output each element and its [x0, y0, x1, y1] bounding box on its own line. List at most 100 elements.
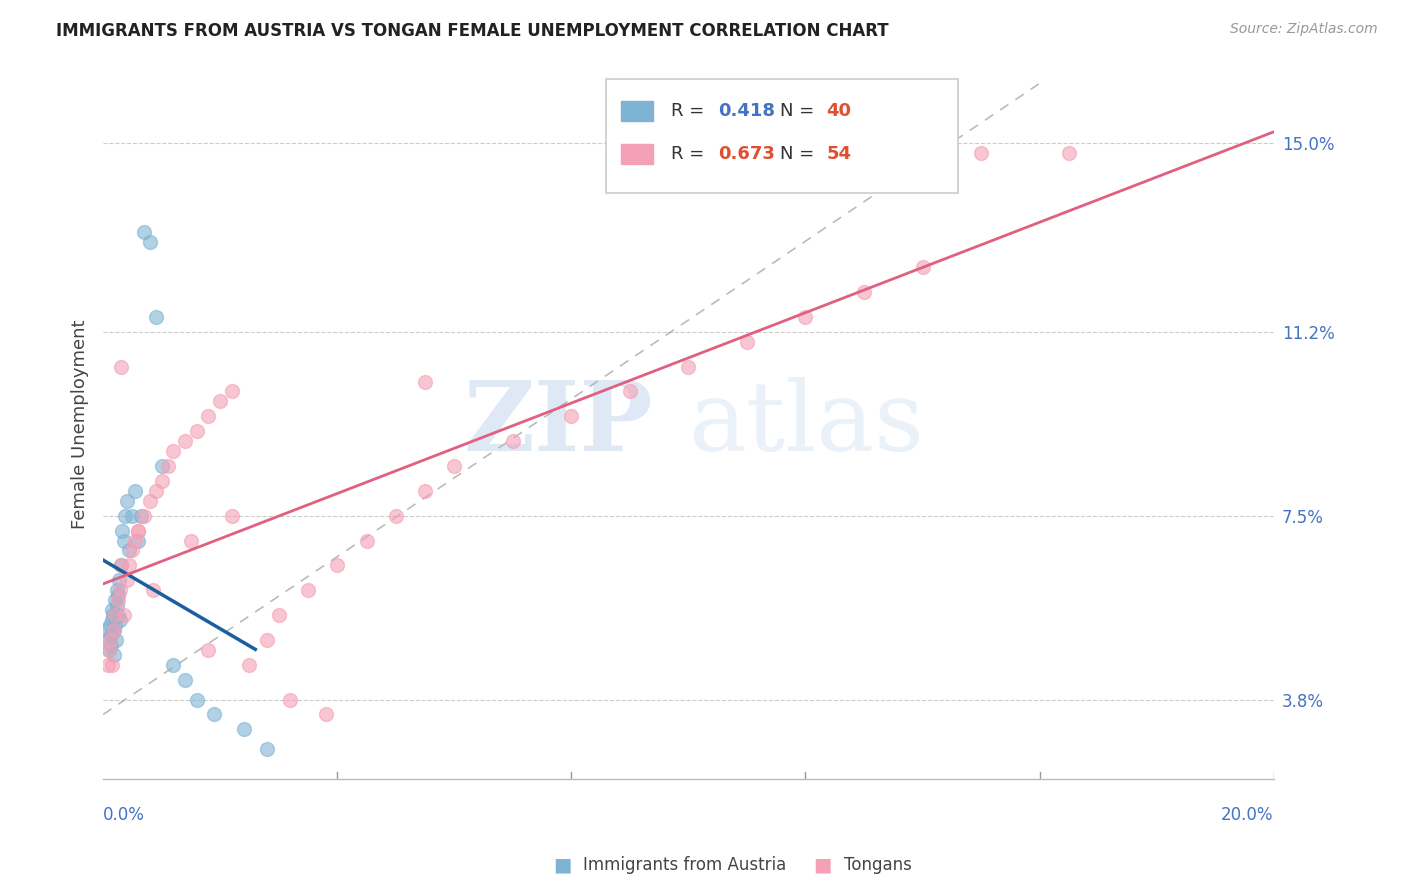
Point	[315, 707, 337, 722]
Point	[180, 533, 202, 548]
Point	[121, 543, 143, 558]
Point	[108, 583, 131, 598]
Point	[127, 533, 149, 548]
Point	[112, 608, 135, 623]
Point	[139, 235, 162, 250]
Text: ZIP: ZIP	[464, 376, 654, 471]
Point	[111, 524, 134, 538]
Point	[238, 657, 260, 672]
Point	[104, 593, 127, 607]
Point	[202, 707, 225, 722]
Point	[174, 673, 197, 687]
Point	[94, 623, 117, 637]
Text: N =: N =	[780, 145, 820, 162]
Point	[142, 583, 165, 598]
Y-axis label: Female Unemployment: Female Unemployment	[72, 319, 89, 529]
Point	[98, 643, 121, 657]
Point	[115, 493, 138, 508]
Point	[107, 608, 129, 623]
Point	[115, 574, 138, 588]
Point	[103, 623, 125, 637]
Text: 20.0%: 20.0%	[1222, 806, 1274, 824]
Point	[100, 628, 122, 642]
Text: 0.418: 0.418	[717, 103, 775, 120]
Point	[105, 598, 128, 612]
Point	[118, 558, 141, 573]
Point	[209, 394, 232, 409]
Point	[124, 483, 146, 498]
Point	[101, 603, 124, 617]
Point	[132, 508, 155, 523]
Point	[110, 558, 132, 573]
Point	[197, 409, 219, 424]
Point	[280, 692, 302, 706]
FancyBboxPatch shape	[620, 101, 654, 121]
Point	[150, 458, 173, 473]
Point	[103, 648, 125, 662]
Point	[232, 723, 254, 737]
Point	[413, 483, 436, 498]
Point	[100, 638, 122, 652]
Point	[107, 593, 129, 607]
Text: atlas: atlas	[689, 376, 924, 471]
Point	[107, 588, 129, 602]
Text: IMMIGRANTS FROM AUSTRIA VS TONGAN FEMALE UNEMPLOYMENT CORRELATION CHART: IMMIGRANTS FROM AUSTRIA VS TONGAN FEMALE…	[56, 22, 889, 40]
Point	[162, 657, 184, 672]
Point	[132, 226, 155, 240]
Point	[118, 543, 141, 558]
Point	[104, 618, 127, 632]
Text: Tongans: Tongans	[844, 856, 911, 874]
Point	[162, 444, 184, 458]
Point	[186, 692, 208, 706]
Point	[145, 310, 167, 324]
Point	[911, 260, 934, 275]
Point	[108, 574, 131, 588]
Point	[413, 375, 436, 389]
Text: 0.673: 0.673	[717, 145, 775, 162]
Point	[197, 643, 219, 657]
Point	[267, 608, 290, 623]
Point	[150, 474, 173, 488]
Point	[145, 483, 167, 498]
Text: Source: ZipAtlas.com: Source: ZipAtlas.com	[1230, 22, 1378, 37]
FancyBboxPatch shape	[620, 144, 654, 164]
Point	[97, 657, 120, 672]
Point	[97, 632, 120, 647]
Point	[443, 458, 465, 473]
Point	[186, 424, 208, 438]
Point	[139, 493, 162, 508]
Point	[156, 458, 179, 473]
Point	[101, 657, 124, 672]
Point	[678, 359, 700, 374]
Point	[101, 613, 124, 627]
Point	[384, 508, 406, 523]
Text: 0.0%: 0.0%	[103, 806, 145, 824]
Text: R =: R =	[671, 145, 710, 162]
Text: R =: R =	[671, 103, 710, 120]
Point	[127, 524, 149, 538]
Text: 54: 54	[827, 145, 852, 162]
Point	[174, 434, 197, 449]
Point	[104, 608, 127, 623]
Point	[221, 384, 243, 399]
Text: 40: 40	[827, 103, 852, 120]
Point	[121, 508, 143, 523]
Point	[110, 359, 132, 374]
Text: Immigrants from Austria: Immigrants from Austria	[583, 856, 787, 874]
Point	[502, 434, 524, 449]
Point	[108, 613, 131, 627]
Point	[256, 632, 278, 647]
Point	[98, 632, 121, 647]
Point	[619, 384, 641, 399]
Point	[103, 623, 125, 637]
Point	[124, 533, 146, 548]
Text: ■: ■	[553, 855, 572, 875]
Point	[735, 334, 758, 349]
Point	[852, 285, 875, 299]
Point	[256, 742, 278, 756]
FancyBboxPatch shape	[606, 79, 957, 193]
Point	[98, 643, 121, 657]
Point	[114, 508, 136, 523]
Point	[101, 608, 124, 623]
Point	[110, 558, 132, 573]
